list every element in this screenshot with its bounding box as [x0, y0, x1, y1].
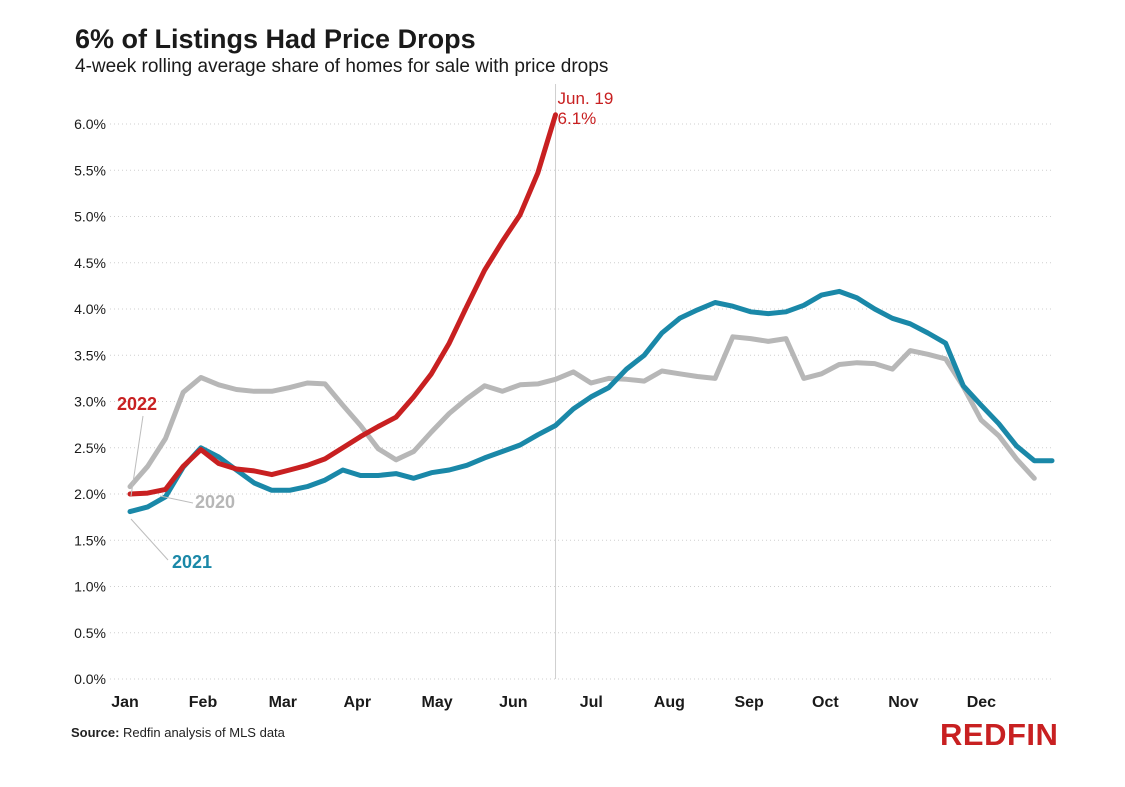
x-tick-label: Jan [111, 694, 139, 711]
x-tick-label: Feb [189, 694, 218, 711]
series-label-2022: 2022 [117, 394, 157, 414]
y-tick-label: 3.0% [74, 394, 106, 410]
y-tick-label: 6.0% [74, 116, 106, 132]
series-line-2021 [127, 288, 1055, 515]
x-tick-label: Mar [269, 694, 297, 711]
x-tick-label: Nov [888, 694, 918, 711]
series-lines [127, 112, 1055, 515]
y-tick-label: 0.5% [74, 625, 106, 641]
y-tick-label: 2.0% [74, 486, 106, 502]
x-tick-label: Apr [343, 694, 371, 711]
y-tick-label: 2.5% [74, 440, 106, 456]
source-label: Source: [71, 725, 120, 740]
x-tick-label: Aug [654, 694, 685, 711]
y-tick-label: 4.5% [74, 255, 106, 271]
source-text: Redfin analysis of MLS data [123, 725, 285, 740]
series-label-leader-2021 [130, 518, 169, 561]
series-label-leader-2022 [130, 415, 144, 497]
y-tick-label: 3.5% [74, 347, 106, 363]
x-tick-label: Oct [812, 694, 839, 711]
redfin-logo: REDFIN [940, 717, 1059, 752]
series-line-2020 [127, 334, 1037, 490]
jun-19-value-label: 6.1% [558, 109, 597, 128]
y-tick-label: 4.0% [74, 301, 106, 317]
series-label-2020: 2020 [195, 492, 235, 512]
gridlines [110, 123, 1052, 680]
x-axis-ticks: Jan Feb Mar Apr May Jun Jul Aug Sep Oct Nov Dec [111, 694, 996, 711]
source-note: Source: Redfin analysis of MLS data [71, 725, 285, 740]
series-line-2022 [127, 112, 558, 497]
y-tick-label: 5.5% [74, 162, 106, 178]
y-tick-label: 1.5% [74, 532, 106, 548]
jun-19-date-label: Jun. 19 [558, 89, 614, 108]
x-tick-label: Dec [967, 694, 996, 711]
x-tick-label: Sep [734, 694, 764, 711]
y-tick-label: 1.0% [74, 579, 106, 595]
x-tick-label: Jul [580, 694, 603, 711]
y-tick-label: 5.0% [74, 209, 106, 225]
x-tick-label: Jun [499, 694, 527, 711]
y-tick-label: 0.0% [74, 671, 106, 687]
series-labels: 2022 2020 2021 [117, 394, 235, 572]
y-axis-ticks: 0.0% 0.5% 1.0% 1.5% 2.0% 2.5% 3.0% 3.5% 4.0% 4.5%… [74, 116, 106, 687]
series-label-leader-2020 [159, 495, 194, 504]
chart-title: 6% of Listings Had Price Drops [75, 24, 476, 54]
x-tick-label: May [421, 694, 452, 711]
series-label-2021: 2021 [172, 552, 212, 572]
chart-subtitle: 4-week rolling average share of homes fo… [75, 56, 609, 77]
